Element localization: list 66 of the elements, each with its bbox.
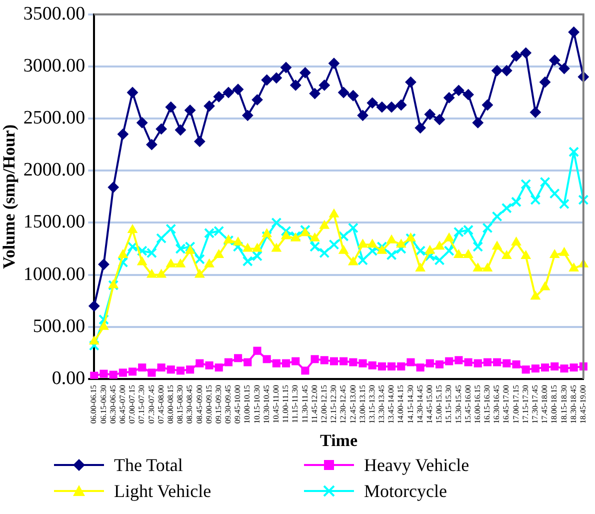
x-tick-label: 13.00-13.15 bbox=[358, 384, 367, 424]
x-tick-label: 15.30-15.45 bbox=[454, 384, 463, 424]
x-tick-label: 08.45-09.00 bbox=[194, 384, 204, 424]
x-tick-label: 13.45-14.00 bbox=[386, 384, 396, 424]
legend-label: Light Vehicle bbox=[114, 480, 212, 503]
x-tick-label: 09.45-10.00 bbox=[233, 384, 242, 424]
x-tick-label: 09.30-09.45 bbox=[224, 384, 233, 424]
x-tick-label: 08.00-08.15 bbox=[166, 384, 175, 424]
x-tick-label: 15.15-15.30 bbox=[444, 384, 454, 424]
x-tick-label: 06.15-06.30 bbox=[98, 384, 108, 424]
x-tick-label: 07.30-07.45 bbox=[146, 384, 156, 424]
y-tick-label: 2000.00 bbox=[23, 160, 86, 181]
x-tick-label: 14.15-14.30 bbox=[406, 384, 415, 424]
x-tick-label: 06.30-06.45 bbox=[108, 384, 118, 424]
y-axis-title: Volume (smp/Hour) bbox=[0, 124, 19, 269]
x-tick-label: 16.15-16.30 bbox=[482, 384, 492, 424]
x-tick-label: 08.30-08.45 bbox=[185, 384, 194, 424]
x-tick-label: 18.15-18.30 bbox=[559, 384, 568, 424]
x-tick-label: 12.15-12.30 bbox=[329, 384, 338, 424]
x-tick-label: 16.45-17.00 bbox=[502, 384, 511, 424]
x-tick-label: 11.15-11.30 bbox=[290, 384, 300, 424]
x-tick-label: 06.00-06.15 bbox=[89, 384, 98, 424]
x-tick-label: 10.15-10.30 bbox=[252, 384, 262, 424]
x-tick-label: 14.30-14.45 bbox=[415, 384, 424, 424]
x-axis-title: Time bbox=[320, 431, 358, 450]
x-tick-label: 11.30-11.45 bbox=[300, 384, 310, 424]
x-tick-label: 14.45-15.00 bbox=[425, 384, 434, 424]
x-tick-label: 09.00-09.15 bbox=[204, 384, 214, 424]
x-tick-label: 07.15-07.30 bbox=[137, 384, 146, 424]
x-tick-label: 12.00-12.15 bbox=[319, 384, 328, 424]
x-tick-label: 10.30-10.45 bbox=[262, 384, 271, 424]
y-tick-label: 500.00 bbox=[32, 316, 86, 337]
x-tick-label: 18.45-19.00 bbox=[578, 384, 588, 424]
x-tick-label: 13.30-13.45 bbox=[377, 384, 386, 424]
x-tick-label: 11.45-12.00 bbox=[310, 384, 319, 424]
x-tick-label: 15.45-16.00 bbox=[463, 384, 472, 424]
x-tick-label: 13.15-13.30 bbox=[367, 384, 376, 424]
x-tick-label: 18.00-18.15 bbox=[550, 384, 559, 424]
x-tick-label: 10.00-10.15 bbox=[242, 384, 252, 424]
legend-label: Motorcycle bbox=[364, 480, 447, 503]
legend-label: Heavy Vehicle bbox=[364, 454, 470, 477]
y-tick-label: 1500.00 bbox=[23, 212, 86, 233]
x-tick-label: 06.45-07.00 bbox=[118, 384, 128, 424]
x-tick-label: 18.30-18.45 bbox=[568, 384, 578, 424]
x-tick-label: 08.15-08.30 bbox=[176, 384, 185, 424]
x-tick-label: 17.30-17.45 bbox=[530, 384, 540, 424]
x-tick-label: 17.00-17.15 bbox=[511, 384, 520, 424]
x-tick-label: 07.00-07.15 bbox=[128, 384, 137, 424]
x-tick-label: 16.30-16.45 bbox=[492, 384, 502, 424]
legend-label: The Total bbox=[114, 454, 183, 477]
x-tick-label: 12.30-12.45 bbox=[338, 384, 348, 424]
x-tick-label: 17.15-17.30 bbox=[520, 384, 530, 424]
y-tick-label: 3500.00 bbox=[23, 3, 86, 24]
x-tick-label: 09.15-09.30 bbox=[214, 384, 223, 424]
y-tick-label: 1000.00 bbox=[23, 264, 86, 285]
x-tick-label: 14.00-14.15 bbox=[396, 384, 406, 424]
y-tick-label: 2500.00 bbox=[23, 108, 86, 129]
x-tick-label: 17.45-18.00 bbox=[540, 384, 550, 424]
x-tick-label: 11.00-11.15 bbox=[281, 384, 290, 424]
x-tick-label: 16.00-16.15 bbox=[472, 384, 482, 424]
x-tick-label: 15.00-15.15 bbox=[434, 384, 444, 424]
y-tick-label: 3000.00 bbox=[23, 55, 86, 76]
x-tick-label: 12.45-13.00 bbox=[348, 384, 358, 424]
x-tick-label: 10.45-11.00 bbox=[272, 384, 281, 424]
y-tick-label: 0.00 bbox=[52, 368, 86, 389]
x-tick-label: 07.45-08.00 bbox=[156, 384, 166, 424]
